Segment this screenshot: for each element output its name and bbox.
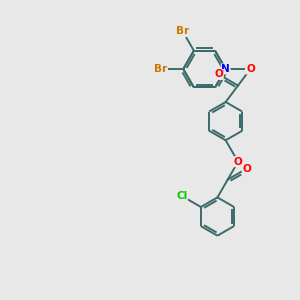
Text: O: O [246,64,255,74]
Text: Br: Br [154,64,167,74]
Text: N: N [221,64,230,74]
Text: Cl: Cl [176,191,188,201]
Text: O: O [242,164,251,173]
Text: O: O [214,70,223,80]
Text: O: O [234,157,242,167]
Text: Br: Br [176,26,189,36]
